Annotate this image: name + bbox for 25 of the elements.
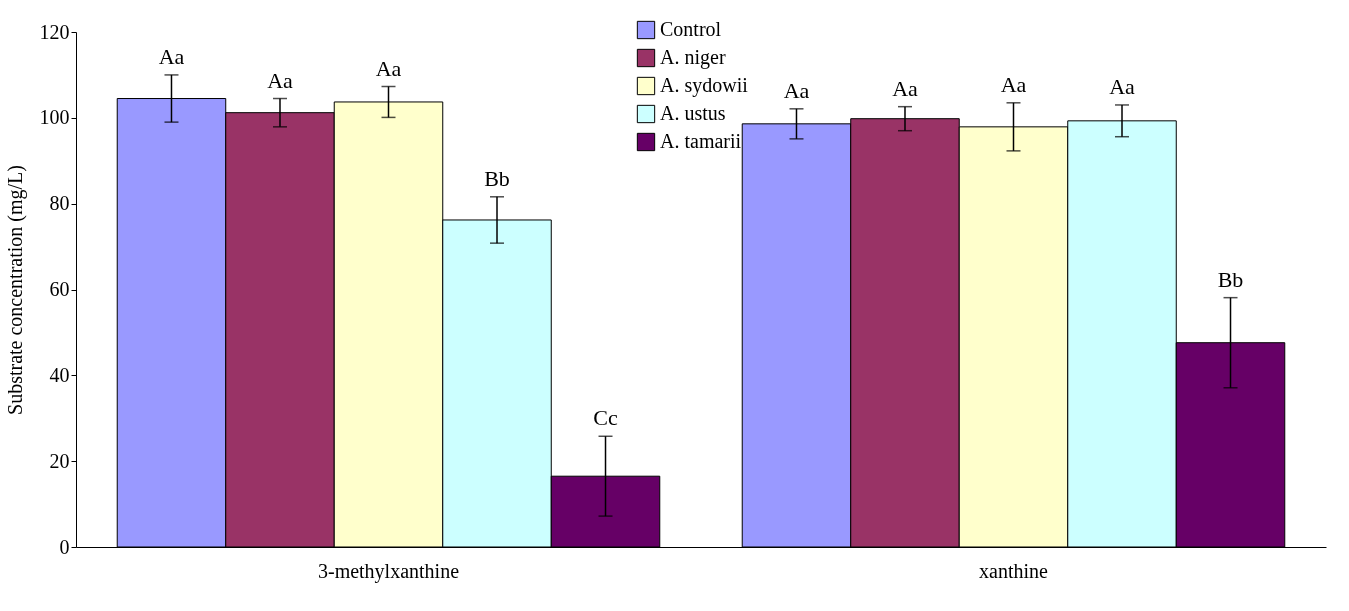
data-label: Bb	[484, 165, 510, 191]
data-label: Aa	[375, 55, 402, 81]
legend-label: Control	[660, 18, 722, 40]
data-label: Aa	[892, 75, 919, 101]
data-label: Aa	[1000, 71, 1027, 97]
x-tick-label: 3-methylxanthine	[317, 559, 460, 583]
y-tick-label: 120	[39, 20, 70, 43]
data-label: Cc	[593, 405, 618, 431]
y-tick-label: 100	[39, 106, 70, 129]
y-tick-label: 0	[59, 535, 70, 558]
data-label: Aa	[1109, 73, 1136, 99]
x-tick-label: xanthine	[979, 559, 1049, 582]
legend-label: A. sydowii	[660, 74, 749, 97]
legend-label: A. tamarii	[660, 130, 742, 152]
y-tick-label: 60	[49, 278, 70, 300]
data-label: Aa	[267, 67, 294, 93]
y-tick-label: 20	[49, 449, 70, 472]
y-tick-label: 80	[49, 192, 70, 215]
data-label: Aa	[158, 43, 185, 69]
data-label: Bb	[1217, 266, 1244, 292]
legend-label: A. niger	[660, 46, 726, 69]
y-tick-label: 40	[49, 363, 70, 386]
y-axis-title: Substrate concentration (mg/L)	[3, 165, 27, 415]
data-label: Aa	[783, 77, 810, 103]
legend-label: A. ustus	[660, 102, 726, 124]
